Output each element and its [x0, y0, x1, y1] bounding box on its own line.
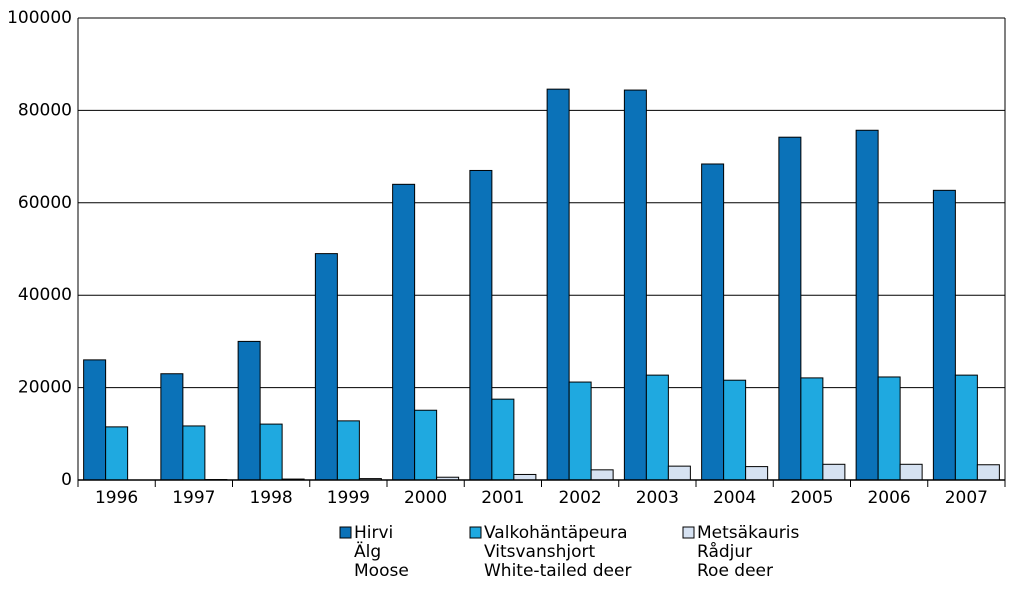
- bar: [668, 466, 690, 480]
- legend-label: Hirvi: [354, 523, 393, 543]
- legend-label: Moose: [354, 561, 409, 581]
- bar: [514, 474, 536, 480]
- legend-label: Metsäkauris: [697, 523, 800, 543]
- x-tick-label: 2002: [558, 488, 601, 508]
- bar: [823, 464, 845, 480]
- bar: [547, 89, 569, 480]
- bar: [955, 375, 977, 480]
- bar: [161, 374, 183, 480]
- x-tick-label: 1996: [95, 488, 138, 508]
- bar: [337, 421, 359, 480]
- legend-label: Valkohäntäpeura: [484, 523, 628, 543]
- y-tick-label: 100000: [7, 8, 72, 28]
- x-tick-label: 2003: [636, 488, 679, 508]
- legend-label: Roe deer: [697, 561, 773, 581]
- y-tick-label: 40000: [18, 285, 72, 305]
- bar: [415, 410, 437, 480]
- bar: [492, 399, 514, 480]
- bar: [591, 470, 613, 480]
- x-tick-label: 2004: [713, 488, 756, 508]
- bar: [856, 130, 878, 480]
- x-tick-label: 1998: [249, 488, 292, 508]
- bar: [702, 164, 724, 480]
- x-tick-label: 2001: [481, 488, 524, 508]
- x-tick-label: 2005: [790, 488, 833, 508]
- x-tick-label: 1999: [327, 488, 370, 508]
- bar: [801, 378, 823, 480]
- legend-swatch: [470, 527, 481, 538]
- bar: [183, 426, 205, 480]
- x-tick-label: 2007: [945, 488, 988, 508]
- bar: [238, 341, 260, 480]
- legend-label: White-tailed deer: [484, 561, 631, 581]
- legend-swatch: [340, 527, 351, 538]
- bar: [878, 377, 900, 480]
- x-tick-label: 2000: [404, 488, 447, 508]
- y-tick-label: 20000: [18, 378, 72, 398]
- bar: [746, 467, 768, 480]
- bar: [84, 360, 106, 480]
- y-tick-label: 80000: [18, 100, 72, 120]
- bar: [977, 465, 999, 480]
- legend-swatch: [683, 527, 694, 538]
- x-tick-label: 1997: [172, 488, 215, 508]
- bar: [724, 380, 746, 480]
- bar: [106, 427, 128, 480]
- y-tick-label: 60000: [18, 193, 72, 213]
- legend-label: Vitsvanshjort: [484, 542, 595, 562]
- bar: [933, 190, 955, 480]
- bar: [779, 137, 801, 480]
- y-tick-label: 0: [61, 470, 72, 490]
- legend-label: Älg: [354, 541, 381, 562]
- x-tick-label: 2006: [867, 488, 910, 508]
- bar: [646, 375, 668, 480]
- bar: [569, 382, 591, 480]
- bar: [260, 424, 282, 480]
- bar: [315, 254, 337, 480]
- bar: [900, 464, 922, 480]
- bar: [624, 90, 646, 480]
- bar: [393, 184, 415, 480]
- bar: [470, 170, 492, 480]
- legend-label: Rådjur: [697, 541, 752, 562]
